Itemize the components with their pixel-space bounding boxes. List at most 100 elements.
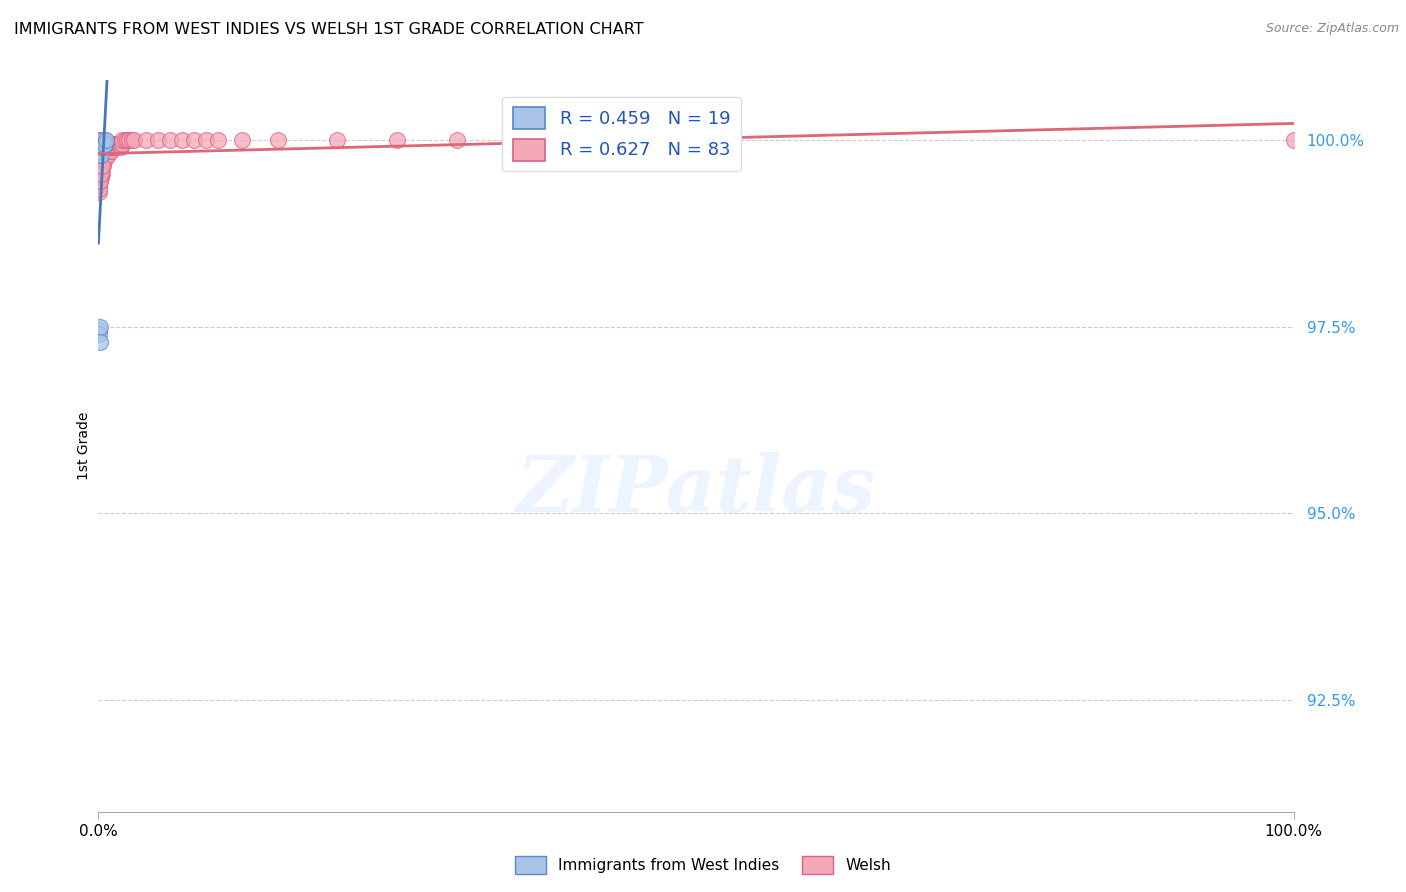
Text: Source: ZipAtlas.com: Source: ZipAtlas.com <box>1265 22 1399 36</box>
Point <box>114 133 136 147</box>
Point <box>115 133 138 147</box>
Point <box>107 136 129 151</box>
Point <box>90 140 112 154</box>
Point <box>90 133 112 147</box>
Point <box>104 140 127 154</box>
Point <box>89 326 111 341</box>
Text: IMMIGRANTS FROM WEST INDIES VS WELSH 1ST GRADE CORRELATION CHART: IMMIGRANTS FROM WEST INDIES VS WELSH 1ST… <box>14 22 644 37</box>
Point <box>1282 133 1305 147</box>
Point <box>107 136 129 151</box>
Point <box>90 133 112 147</box>
Point <box>93 133 115 147</box>
Point <box>91 136 114 151</box>
Point <box>94 152 117 166</box>
Point <box>91 159 114 173</box>
Point <box>111 133 134 147</box>
Point <box>93 136 115 151</box>
Legend: Immigrants from West Indies, Welsh: Immigrants from West Indies, Welsh <box>509 850 897 880</box>
Point <box>207 133 229 147</box>
Point <box>89 167 111 181</box>
Point <box>159 133 181 147</box>
Point <box>89 140 111 154</box>
Point <box>97 144 120 158</box>
Point <box>108 136 131 151</box>
Point <box>93 152 115 166</box>
Legend: R = 0.459   N = 19, R = 0.627   N = 83: R = 0.459 N = 19, R = 0.627 N = 83 <box>502 96 741 171</box>
Point <box>90 148 112 162</box>
Point <box>89 148 111 162</box>
Point <box>104 136 127 151</box>
Point <box>105 140 128 154</box>
Point <box>103 136 125 151</box>
Point <box>89 155 111 169</box>
Point <box>91 133 114 147</box>
Point <box>89 170 111 185</box>
Point <box>103 140 125 154</box>
Point <box>89 144 111 158</box>
Point <box>110 136 132 151</box>
Point <box>98 140 121 154</box>
Point <box>89 178 111 192</box>
Point <box>110 140 132 154</box>
Point <box>90 133 112 147</box>
Point <box>93 148 115 162</box>
Point <box>89 133 111 147</box>
Point <box>91 159 114 173</box>
Y-axis label: 1st Grade: 1st Grade <box>77 412 91 480</box>
Point <box>90 159 112 173</box>
Point <box>96 144 118 158</box>
Point <box>89 174 111 188</box>
Point <box>93 133 115 147</box>
Point <box>100 140 122 154</box>
Point <box>148 133 170 147</box>
Point <box>101 140 124 154</box>
Point <box>91 167 114 181</box>
Point <box>87 170 110 185</box>
Point <box>94 136 117 151</box>
Point <box>385 133 409 147</box>
Point <box>96 144 118 158</box>
Point <box>267 133 290 147</box>
Point <box>172 133 194 147</box>
Point <box>91 140 114 154</box>
Point <box>124 133 146 147</box>
Point <box>101 140 124 154</box>
Point <box>231 133 253 147</box>
Point <box>97 148 120 162</box>
Text: ZIPatlas: ZIPatlas <box>516 451 876 528</box>
Point <box>89 133 111 147</box>
Point <box>118 133 141 147</box>
Point <box>89 174 111 188</box>
Point <box>96 148 118 162</box>
Point <box>87 323 110 337</box>
Point <box>91 155 114 169</box>
Point <box>326 133 349 147</box>
Point <box>89 174 111 188</box>
Point <box>89 133 111 147</box>
Point <box>98 144 121 158</box>
Point <box>105 136 128 151</box>
Point <box>89 334 111 349</box>
Point <box>183 133 205 147</box>
Point <box>89 167 111 181</box>
Point <box>94 148 117 162</box>
Point <box>90 162 112 177</box>
Point <box>103 136 125 151</box>
Point <box>90 167 112 181</box>
Point <box>94 133 117 147</box>
Point <box>90 170 112 185</box>
Point <box>111 136 134 151</box>
Point <box>89 181 111 195</box>
Point <box>107 136 129 151</box>
Point <box>89 162 111 177</box>
Point <box>87 144 110 158</box>
Point <box>90 167 112 181</box>
Point <box>93 140 115 154</box>
Point <box>108 136 131 151</box>
Point <box>446 133 468 147</box>
Point <box>100 144 122 158</box>
Point <box>98 140 122 154</box>
Point <box>90 133 112 147</box>
Point <box>89 319 111 334</box>
Point <box>90 162 112 177</box>
